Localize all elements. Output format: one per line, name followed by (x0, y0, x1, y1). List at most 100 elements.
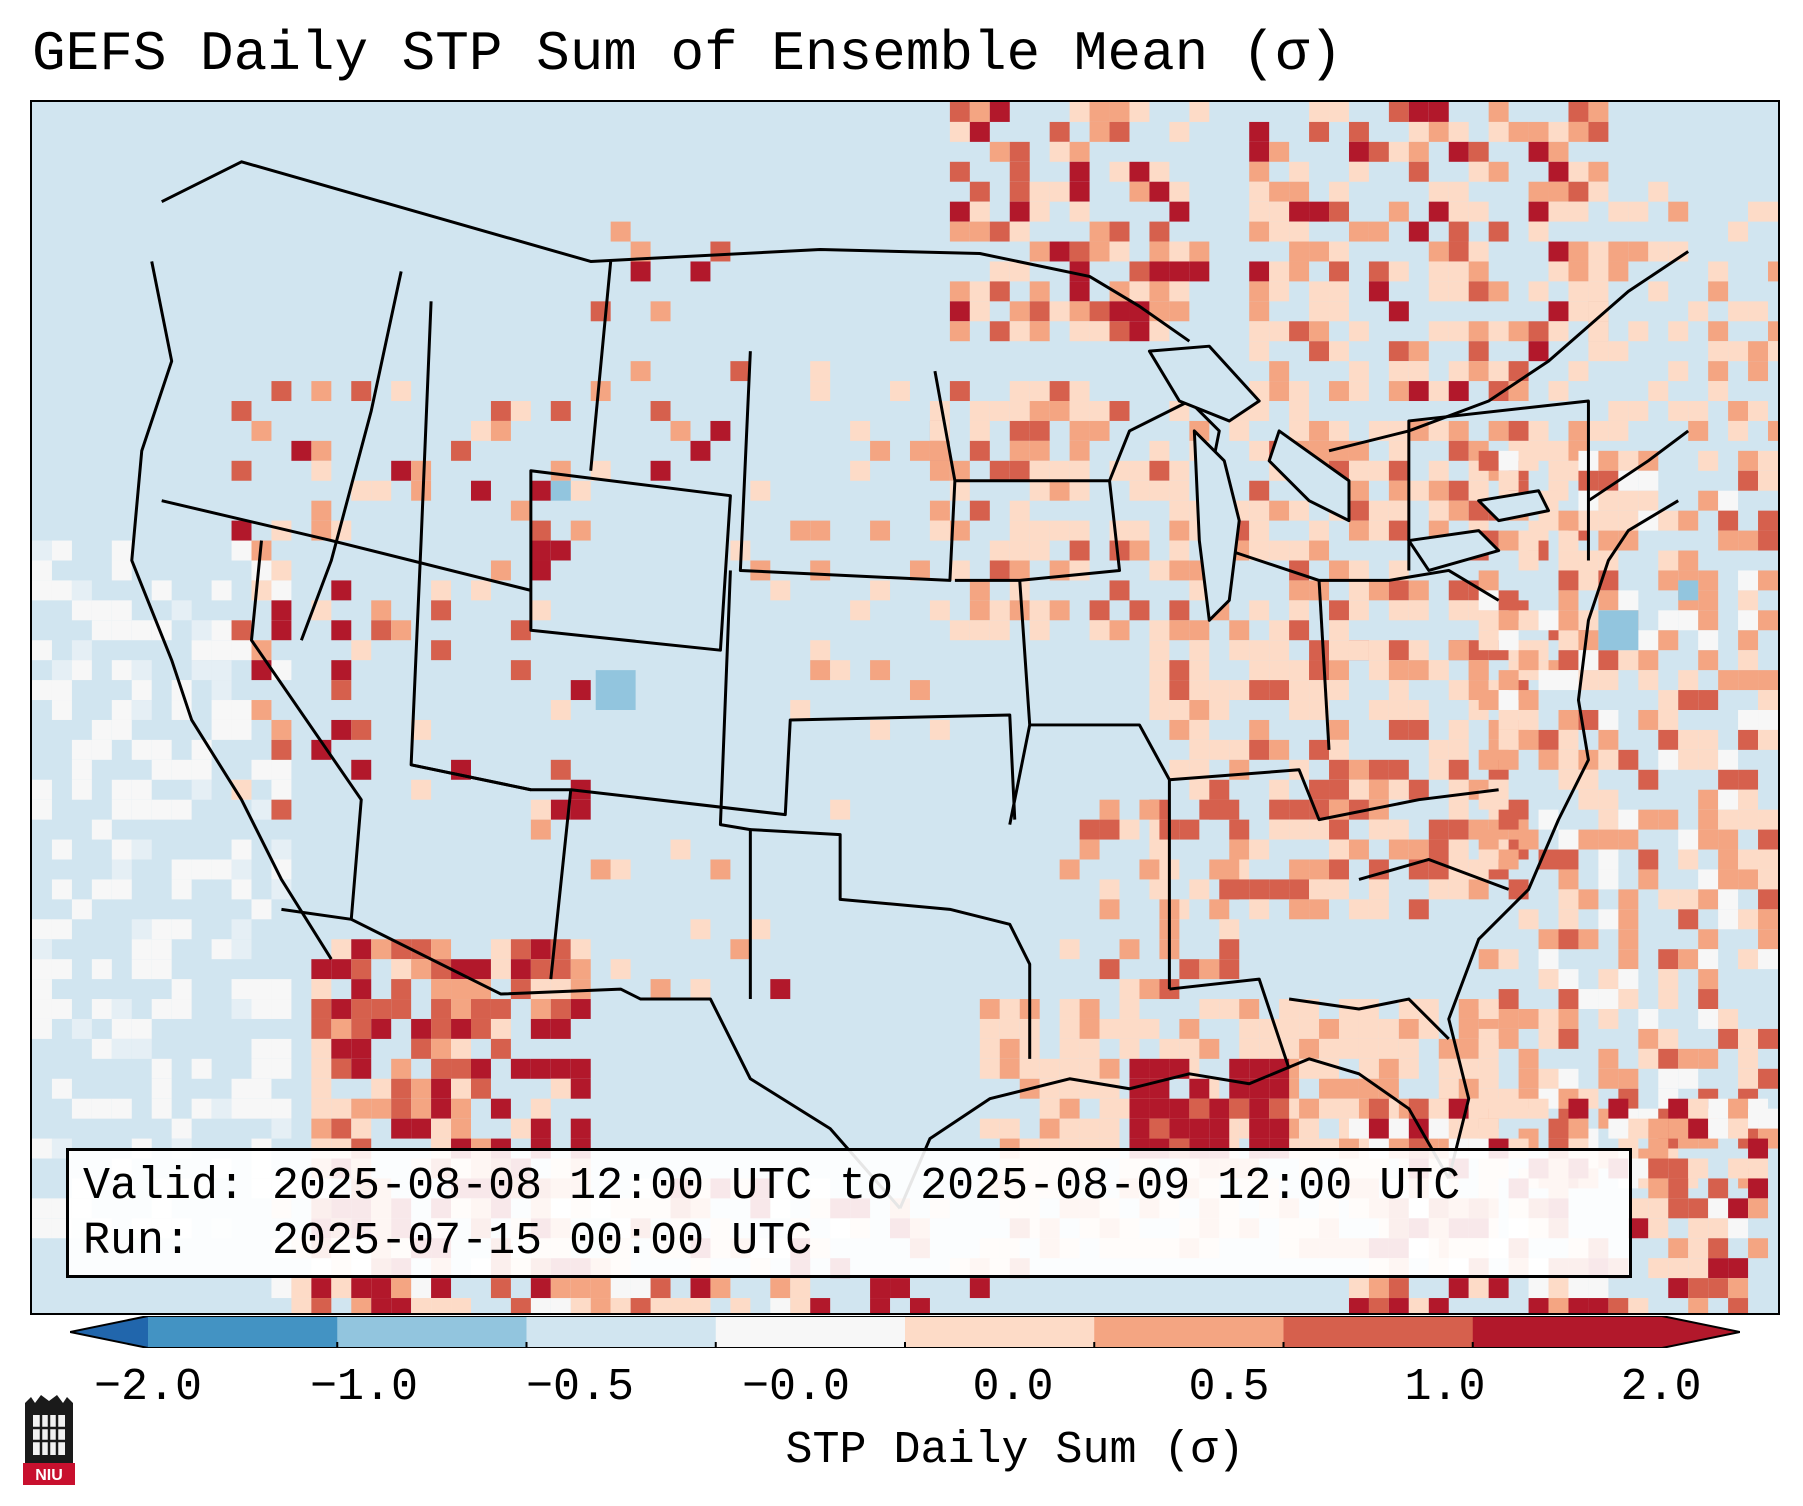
stp-cell (32, 919, 52, 940)
stp-cell (1728, 221, 1749, 242)
stp-cell (1089, 241, 1110, 262)
stp-cell (1448, 580, 1469, 601)
stp-cell (1528, 201, 1549, 222)
stp-cell (151, 919, 172, 940)
stp-cell (51, 959, 72, 980)
stp-cell (91, 1038, 112, 1059)
stp-cell (1149, 181, 1170, 202)
stp-cell (1548, 161, 1569, 182)
stp-cell (1309, 241, 1330, 262)
stp-cell (1348, 1118, 1369, 1139)
stp-cell (570, 959, 591, 980)
stp-cell (1498, 610, 1519, 631)
stp-cell (1638, 650, 1659, 671)
stp-cell (1039, 1098, 1060, 1119)
stp-cell (191, 759, 212, 780)
stp-cell (1738, 869, 1759, 890)
stp-cell (1189, 1078, 1210, 1099)
stp-cell (770, 1278, 791, 1299)
stp-cell (850, 420, 871, 441)
stp-cell (1728, 1218, 1749, 1239)
stp-cell (1249, 161, 1270, 182)
stp-cell (131, 919, 152, 940)
stp-cell (251, 1078, 272, 1099)
stp-cell (1368, 1278, 1389, 1299)
stp-cell (1179, 1018, 1200, 1039)
stp-cell (1658, 969, 1679, 990)
stp-cell (810, 361, 831, 382)
stp-cell (71, 1018, 92, 1039)
stp-cell (909, 560, 930, 581)
stp-cell (391, 959, 412, 980)
stp-cell (1758, 690, 1778, 710)
stp-cell (530, 939, 551, 960)
stp-cell (1698, 929, 1719, 950)
stp-cell (1009, 201, 1030, 222)
stp-cell (1249, 899, 1270, 920)
stp-cell (1149, 440, 1170, 461)
stp-cell (1169, 281, 1190, 302)
stp-cell (1738, 450, 1759, 471)
stp-cell (1249, 520, 1270, 541)
stp-cell (1009, 181, 1030, 202)
stp-cell (490, 999, 511, 1019)
stp-cell (969, 401, 990, 421)
stp-cell (1009, 381, 1030, 402)
stp-cell (530, 1278, 551, 1299)
stp-cell (1578, 769, 1599, 790)
stp-cell (1668, 1118, 1689, 1139)
stp-cell (1728, 420, 1749, 441)
stp-cell (870, 440, 891, 461)
boundary-line (250, 540, 363, 920)
boundary-line (1447, 499, 1679, 1179)
stp-cell (111, 660, 132, 681)
stp-cell (1408, 1098, 1429, 1119)
stp-cell (1678, 1068, 1699, 1089)
stp-cell (1518, 530, 1539, 551)
stp-cell (1009, 321, 1030, 342)
stp-cell (1698, 650, 1719, 671)
stp-cell (1149, 1058, 1170, 1079)
stp-cell (1428, 381, 1449, 402)
stp-cell (1229, 1058, 1250, 1079)
stp-cell (1408, 640, 1429, 661)
stp-cell (1019, 1058, 1040, 1079)
stp-cell (1618, 590, 1639, 611)
stp-cell (1568, 1298, 1589, 1313)
stp-cell (1329, 201, 1349, 222)
stp-cell (1468, 241, 1489, 262)
stp-cell (1129, 281, 1150, 302)
stp-cell (1648, 1218, 1669, 1239)
stp-cell (1628, 1158, 1649, 1179)
stp-cell (909, 1298, 930, 1313)
stp-cell (949, 620, 970, 641)
stp-cell (311, 1118, 332, 1139)
stp-cell (870, 660, 891, 681)
stp-cell (271, 381, 292, 402)
stp-cell (231, 919, 252, 940)
stp-cell (510, 979, 531, 1000)
stp-cell (1548, 1298, 1569, 1313)
stp-cell (391, 620, 412, 641)
stp-cell (1249, 540, 1270, 561)
stp-cell (1089, 620, 1110, 641)
stp-cell (510, 401, 531, 421)
stp-cell (1269, 261, 1290, 282)
stp-cell (331, 520, 352, 541)
stp-cell (1388, 381, 1409, 402)
stp-cell (1249, 480, 1270, 501)
stp-cell (1738, 809, 1759, 830)
stp-cell (1768, 321, 1778, 342)
stp-cell (1229, 739, 1250, 760)
stp-cell (1089, 321, 1110, 342)
stp-cell (1548, 121, 1569, 142)
stp-cell (1309, 879, 1330, 900)
stp-cell (1558, 729, 1579, 750)
stp-cell (1368, 700, 1389, 720)
stp-cell (1578, 670, 1599, 691)
stp-cell (411, 480, 432, 501)
stp-cell (1738, 1068, 1759, 1089)
run-label: Run: (83, 1216, 192, 1267)
stp-cell (271, 779, 292, 800)
stp-cell (1079, 1018, 1100, 1039)
